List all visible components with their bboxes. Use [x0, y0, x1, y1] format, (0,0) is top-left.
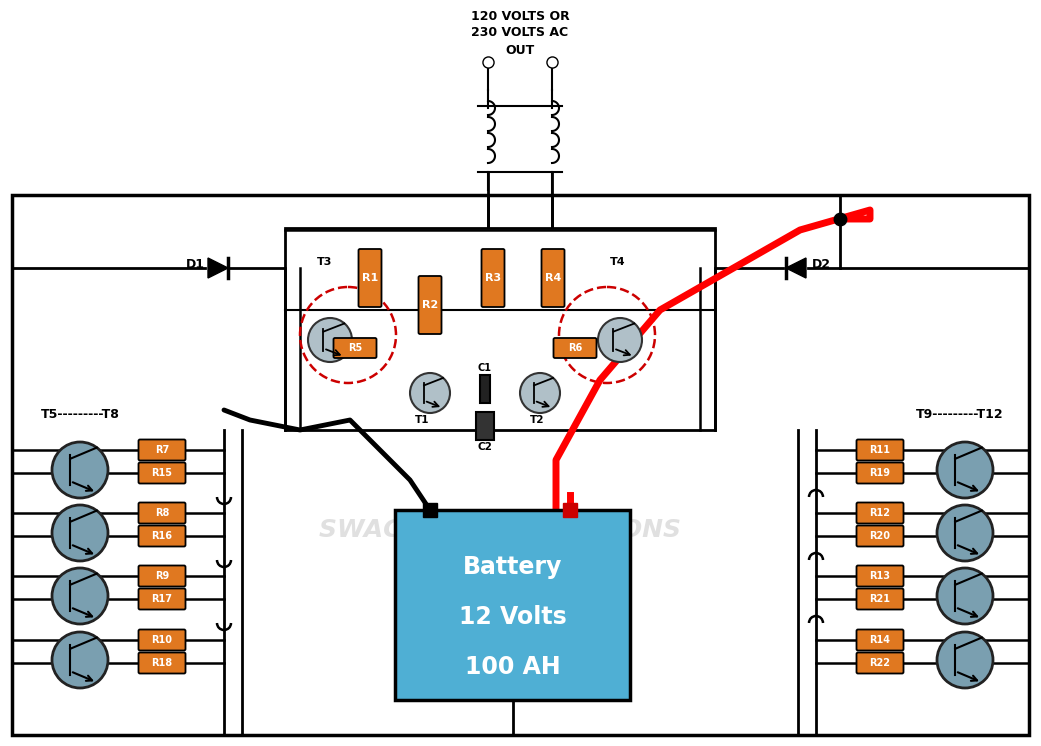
- FancyBboxPatch shape: [138, 630, 185, 651]
- Text: 120 VOLTS OR: 120 VOLTS OR: [471, 10, 569, 22]
- Text: SWAGATAM INNOVATIONS: SWAGATAM INNOVATIONS: [319, 518, 681, 542]
- Text: R13: R13: [869, 571, 890, 581]
- FancyBboxPatch shape: [857, 565, 904, 586]
- Text: R9: R9: [155, 571, 169, 581]
- Circle shape: [598, 318, 642, 362]
- Text: R3: R3: [485, 273, 501, 283]
- Circle shape: [52, 632, 108, 688]
- Circle shape: [52, 442, 108, 498]
- Text: R14: R14: [869, 635, 890, 645]
- Text: GATAM INNO: GATAM INNO: [381, 241, 639, 275]
- Text: C2: C2: [478, 442, 492, 452]
- Circle shape: [52, 505, 108, 561]
- Text: R5: R5: [348, 343, 362, 353]
- Text: R2: R2: [422, 300, 438, 310]
- Bar: [12, 195, 1029, 735]
- Text: R8: R8: [155, 508, 170, 518]
- Polygon shape: [208, 258, 228, 278]
- Text: D1: D1: [185, 257, 204, 271]
- FancyBboxPatch shape: [857, 525, 904, 547]
- FancyBboxPatch shape: [857, 653, 904, 674]
- Text: 12 Volts: 12 Volts: [459, 605, 566, 629]
- FancyBboxPatch shape: [541, 249, 564, 307]
- FancyBboxPatch shape: [138, 589, 185, 609]
- Text: R22: R22: [869, 658, 890, 668]
- FancyBboxPatch shape: [857, 589, 904, 609]
- Text: R11: R11: [869, 445, 890, 455]
- Text: T3: T3: [318, 257, 333, 267]
- FancyBboxPatch shape: [857, 463, 904, 483]
- FancyBboxPatch shape: [138, 463, 185, 483]
- Text: OUT: OUT: [505, 43, 535, 57]
- FancyBboxPatch shape: [138, 503, 185, 524]
- Text: R17: R17: [152, 594, 173, 604]
- Bar: [480, 375, 490, 403]
- Circle shape: [937, 568, 993, 624]
- FancyBboxPatch shape: [358, 249, 381, 307]
- FancyBboxPatch shape: [482, 249, 505, 307]
- FancyBboxPatch shape: [138, 525, 185, 547]
- Text: R19: R19: [869, 468, 890, 478]
- Polygon shape: [786, 258, 806, 278]
- Bar: [395, 510, 630, 700]
- Text: R21: R21: [869, 594, 890, 604]
- Circle shape: [520, 373, 560, 413]
- FancyBboxPatch shape: [554, 338, 596, 358]
- Circle shape: [308, 318, 352, 362]
- Circle shape: [937, 442, 993, 498]
- Text: R12: R12: [869, 508, 890, 518]
- Text: T4: T4: [610, 257, 626, 267]
- Text: R15: R15: [152, 468, 173, 478]
- Text: T1: T1: [414, 415, 429, 425]
- Text: R16: R16: [152, 531, 173, 541]
- FancyBboxPatch shape: [138, 439, 185, 460]
- Text: C1: C1: [478, 363, 492, 373]
- Text: 100 AH: 100 AH: [464, 655, 560, 679]
- Bar: [476, 412, 494, 440]
- FancyBboxPatch shape: [138, 565, 185, 586]
- Circle shape: [937, 632, 993, 688]
- Bar: [285, 228, 715, 430]
- Text: T9---------T12: T9---------T12: [916, 409, 1004, 421]
- Text: R1: R1: [362, 273, 378, 283]
- Text: 230 VOLTS AC: 230 VOLTS AC: [472, 27, 568, 40]
- Text: R18: R18: [151, 658, 173, 668]
- Circle shape: [410, 373, 450, 413]
- Text: Battery: Battery: [463, 555, 562, 579]
- FancyBboxPatch shape: [138, 653, 185, 674]
- FancyBboxPatch shape: [857, 439, 904, 460]
- Text: T5---------T8: T5---------T8: [41, 409, 120, 421]
- FancyBboxPatch shape: [418, 276, 441, 334]
- Text: R4: R4: [544, 273, 561, 283]
- Text: R10: R10: [152, 635, 173, 645]
- Text: T2: T2: [530, 415, 544, 425]
- FancyBboxPatch shape: [857, 503, 904, 524]
- Text: R7: R7: [155, 445, 169, 455]
- Text: D2: D2: [812, 257, 831, 271]
- Circle shape: [52, 568, 108, 624]
- Text: R6: R6: [568, 343, 582, 353]
- FancyBboxPatch shape: [333, 338, 377, 358]
- Circle shape: [937, 505, 993, 561]
- Text: R20: R20: [869, 531, 890, 541]
- FancyBboxPatch shape: [857, 630, 904, 651]
